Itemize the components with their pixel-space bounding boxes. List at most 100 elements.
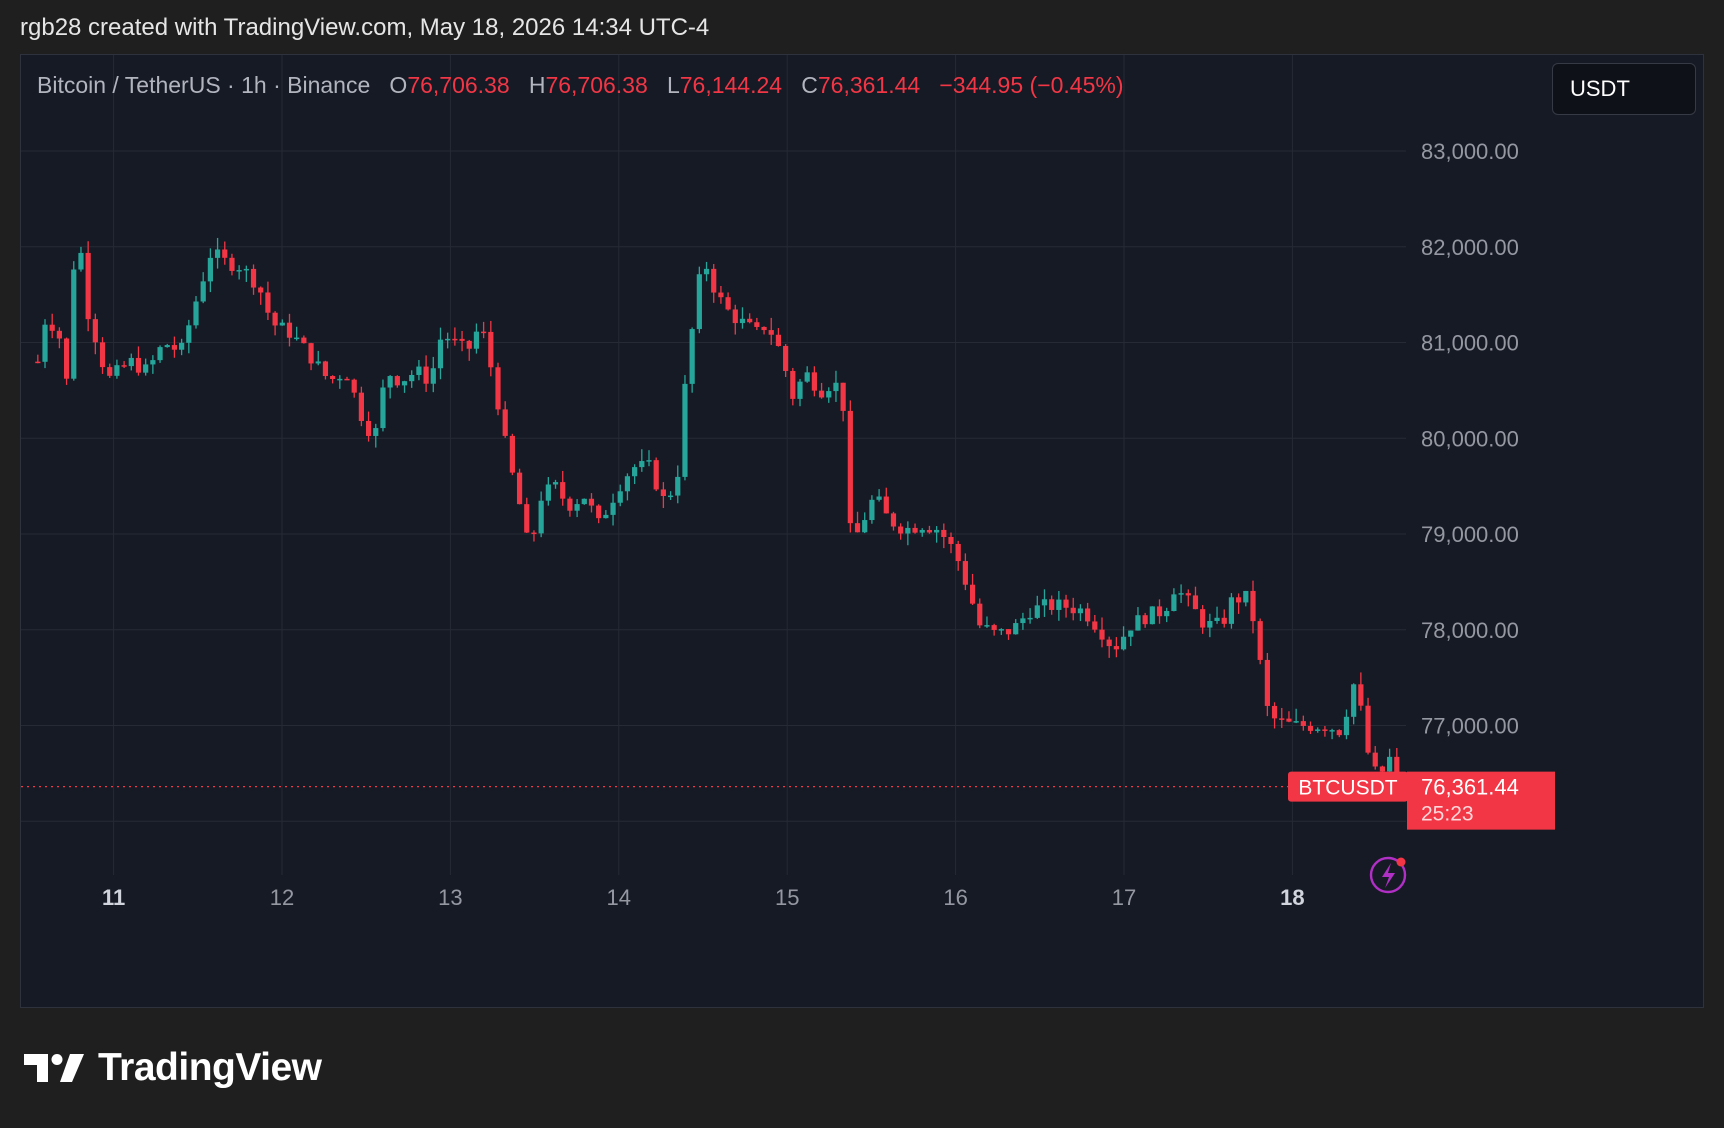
- candle-body: [1329, 730, 1335, 732]
- candle-body: [1351, 684, 1357, 717]
- candle-body: [1387, 756, 1393, 772]
- candle-body: [977, 603, 983, 626]
- candle-body: [1250, 590, 1256, 622]
- candle-body: [114, 365, 120, 376]
- candle-body: [1027, 617, 1033, 620]
- candle-body: [229, 257, 235, 271]
- candle-body: [646, 460, 652, 462]
- candle-body: [85, 252, 91, 320]
- currency-button[interactable]: USDT: [1552, 63, 1696, 115]
- candle-body: [689, 329, 695, 384]
- price-axis-label: 80,000.00: [1421, 426, 1519, 451]
- candle-body: [1149, 606, 1155, 625]
- candle-body: [1164, 610, 1170, 617]
- tradingview-brand: TradingView: [22, 1046, 322, 1090]
- candle-body: [1221, 617, 1227, 624]
- candle-body: [1365, 705, 1371, 753]
- candle-body: [538, 500, 544, 534]
- candle-body: [308, 343, 314, 364]
- candle-body: [459, 338, 465, 341]
- candle-body: [610, 502, 616, 515]
- open-value: 76,706.38: [407, 72, 510, 98]
- candle-body: [567, 498, 573, 511]
- candle-body: [1178, 593, 1184, 595]
- candlestick-chart[interactable]: 83,000.00 82,000.00 81,000.00 80,000.00 79,0…: [21, 55, 1705, 1009]
- candle-body: [984, 625, 990, 627]
- price-tag-box: [1407, 771, 1555, 830]
- close-value: 76,361.44: [817, 72, 921, 98]
- candle-body: [639, 461, 645, 468]
- low-value: 76,144.24: [679, 72, 783, 98]
- candle-body: [344, 378, 350, 381]
- candle-body: [135, 357, 142, 373]
- candle-body: [905, 527, 911, 534]
- candle-body: [941, 529, 947, 538]
- candle-body: [912, 527, 918, 533]
- time-axis-label: 11: [102, 885, 125, 910]
- candle-body: [416, 366, 422, 375]
- candle-body: [143, 364, 149, 373]
- candle-body: [1243, 590, 1249, 603]
- candle-body: [258, 287, 264, 293]
- candle-body: [948, 537, 954, 544]
- candle-body: [603, 514, 609, 519]
- high-label: H: [528, 72, 546, 98]
- candle-body: [811, 372, 817, 391]
- candle-body: [1142, 615, 1148, 625]
- candle-body: [883, 496, 889, 514]
- time-axis-label: 12: [270, 885, 294, 910]
- candle-body: [747, 318, 753, 323]
- candle-body: [1214, 617, 1220, 622]
- candle-body: [833, 382, 839, 392]
- price-axis-label: 83,000.00: [1421, 139, 1519, 164]
- candle-body: [315, 361, 321, 364]
- candle-body: [818, 390, 825, 398]
- candle-body: [495, 367, 501, 410]
- time-axis-label: 13: [438, 885, 462, 910]
- candle-body: [1099, 629, 1105, 640]
- candle-body: [991, 625, 997, 630]
- price-axis-label: 82,000.00: [1421, 235, 1519, 260]
- candle-body: [826, 391, 832, 398]
- candle-body: [797, 381, 803, 399]
- symbol-label: Bitcoin / TetherUS · 1h · Binance: [37, 72, 371, 98]
- candle-body: [682, 383, 688, 477]
- candle-body: [1185, 593, 1191, 596]
- candle-body: [761, 326, 767, 331]
- candle-body: [1293, 721, 1299, 723]
- candle-body: [998, 629, 1004, 631]
- candle-body: [1271, 705, 1278, 719]
- candle-body: [107, 367, 113, 376]
- candle-body: [754, 322, 760, 327]
- candle-body: [840, 382, 846, 411]
- candle-body: [1041, 599, 1048, 606]
- candle-body: [358, 392, 364, 421]
- high-value: 76,706.38: [545, 72, 648, 98]
- candle-body: [488, 331, 494, 368]
- candle-body: [63, 338, 70, 379]
- candle-body: [466, 340, 472, 349]
- candle-body: [1279, 718, 1285, 720]
- price-tag-countdown: 25:23: [1421, 803, 1474, 826]
- candle-body: [516, 472, 523, 505]
- candle-body: [380, 387, 386, 429]
- candle-body: [200, 281, 206, 302]
- chart-panel[interactable]: 83,000.00 82,000.00 81,000.00 80,000.00 79,0…: [20, 54, 1704, 1008]
- candle-body: [99, 342, 106, 368]
- symbol-tag-box: [1288, 771, 1408, 802]
- tradingview-logo-icon: [24, 1054, 84, 1082]
- lightning-alert-icon: [1369, 856, 1407, 894]
- candle-body: [1372, 752, 1378, 767]
- candle-body: [265, 292, 271, 313]
- open-label: O: [389, 72, 408, 98]
- candle-body: [660, 489, 666, 497]
- candle-body: [78, 252, 84, 270]
- candle-body: [524, 504, 530, 533]
- candle-body: [890, 513, 897, 527]
- price-axis-label: 81,000.00: [1421, 331, 1519, 356]
- candle-body: [351, 379, 357, 393]
- candle-body: [1200, 609, 1206, 628]
- candle-body: [1307, 725, 1314, 731]
- candle-body: [294, 337, 300, 340]
- ohlc-legend: Bitcoin / TetherUS · 1h · Binance O76,70…: [37, 72, 1124, 99]
